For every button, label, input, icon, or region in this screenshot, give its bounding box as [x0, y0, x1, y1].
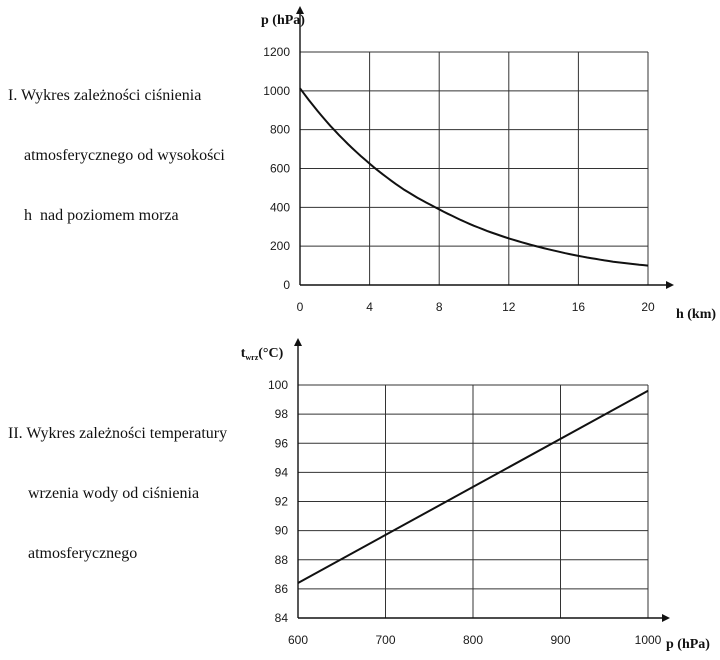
y-tick-label: 200 — [270, 239, 290, 253]
y-tick-label: 96 — [275, 436, 289, 450]
description-line: atmosferycznego — [8, 545, 138, 562]
y-tick-label: 98 — [275, 407, 289, 421]
x-tick-label: 900 — [550, 633, 570, 647]
y-tick-label: 90 — [275, 524, 289, 538]
description-line: I. Wykres zależności ciśnienia — [8, 87, 202, 104]
y-tick-label: 88 — [275, 553, 289, 567]
y-tick-label: 84 — [275, 611, 289, 625]
x-tick-label: 0 — [297, 300, 304, 314]
description-line: h nad poziomem morza — [8, 207, 179, 224]
x-tick-label: 800 — [463, 633, 483, 647]
x-tick-label: 16 — [572, 300, 586, 314]
y-tick-label: 92 — [275, 495, 289, 509]
y-axis-arrow — [294, 338, 302, 346]
y-axis-label: twrz(°C) — [241, 346, 284, 362]
y-tick-label: 1200 — [263, 45, 290, 59]
x-tick-label: 600 — [288, 633, 308, 647]
x-axis-arrow — [662, 614, 670, 622]
x-tick-label: 700 — [375, 633, 395, 647]
description-line: wrzenia wody od ciśnienia — [8, 485, 200, 502]
x-tick-label: 20 — [641, 300, 655, 314]
y-tick-label: 94 — [275, 465, 289, 479]
y-tick-label: 800 — [270, 123, 290, 137]
x-tick-label: 12 — [502, 300, 516, 314]
y-tick-label: 0 — [283, 278, 290, 292]
y-axis-arrow — [296, 6, 304, 14]
y-axis-label: p (hPa) — [261, 13, 305, 28]
x-axis-label: h (km) — [676, 307, 716, 322]
x-tick-label: 4 — [366, 300, 373, 314]
x-axis-arrow — [666, 281, 674, 289]
series-line — [299, 87, 649, 267]
y-tick-label: 600 — [270, 162, 290, 176]
x-axis-label: p (hPa) — [666, 637, 710, 652]
y-tick-label: 100 — [268, 378, 288, 392]
x-tick-label: 8 — [436, 300, 443, 314]
chart-2-description: II. Wykres zależności temperatury wrzeni… — [8, 384, 227, 584]
chart-1-description: I. Wykres zależności ciśnienia atmosfery… — [8, 46, 225, 246]
y-tick-label: 400 — [270, 200, 290, 214]
y-tick-label: 1000 — [263, 84, 290, 98]
y-tick-label: 86 — [275, 582, 289, 596]
description-line: atmosferycznego od wysokości — [8, 147, 225, 164]
series-line — [297, 389, 649, 584]
x-tick-label: 1000 — [635, 633, 662, 647]
chart-boiling-point-vs-pressure: 600 700 800 900 1000 84 86 88 90 92 94 96 98 100 p (hP… — [241, 338, 710, 652]
description-line: II. Wykres zależności temperatury — [8, 425, 228, 442]
